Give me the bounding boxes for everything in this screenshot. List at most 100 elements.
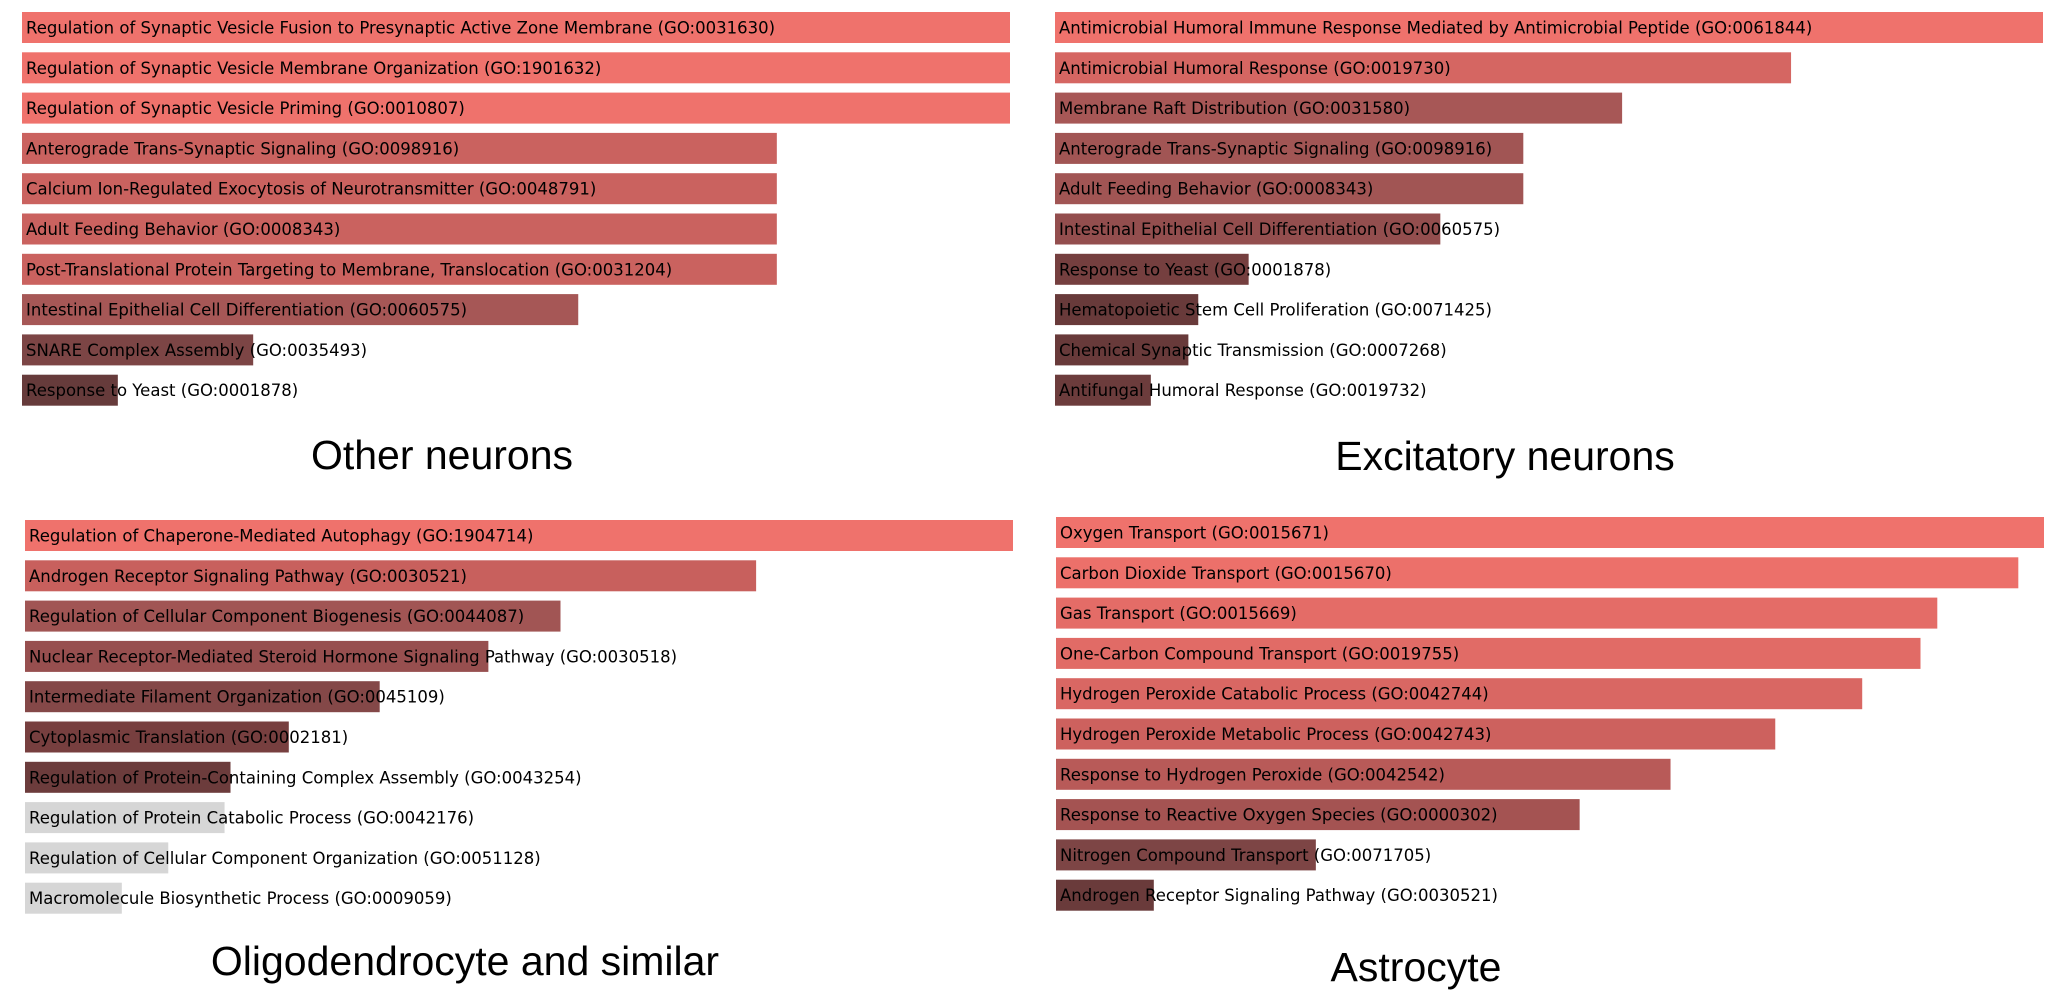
bar	[22, 294, 579, 326]
bar-row: Androgen Receptor Signaling Pathway (GO:…	[1056, 879, 1498, 911]
chart-panel-oligodendrocyte: Regulation of Chaperone-Mediated Autopha…	[25, 520, 1013, 990]
bar-label: Adult Feeding Behavior (GO:0008343)	[1059, 180, 1373, 199]
bar-row: Cytoplasmic Translation (GO:0002181)	[25, 721, 348, 753]
bar-label: Regulation of Protein-Containing Complex…	[29, 768, 582, 787]
bar	[1055, 334, 1189, 366]
bar-row: Hydrogen Peroxide Catabolic Process (GO:…	[1056, 678, 1863, 710]
bar	[1055, 213, 1441, 245]
bar	[1056, 879, 1154, 911]
bar-chart-other-neurons: Regulation of Synaptic Vesicle Fusion to…	[22, 12, 1010, 406]
bar-label: Regulation of Synaptic Vesicle Membrane …	[26, 59, 601, 78]
bar	[1056, 637, 1921, 669]
bar	[25, 600, 561, 632]
bar-label: Adult Feeding Behavior (GO:0008343)	[26, 220, 340, 239]
bar	[25, 882, 122, 914]
bar-label: Nitrogen Compound Transport (GO:0071705)	[1060, 846, 1431, 865]
bar-row: Intermediate Filament Organization (GO:0…	[25, 681, 445, 713]
bar-label: Response to Hydrogen Peroxide (GO:004254…	[1060, 765, 1445, 784]
bar-label: Intermediate Filament Organization (GO:0…	[29, 688, 445, 707]
bar-chart-oligodendrocyte: Regulation of Chaperone-Mediated Autopha…	[25, 520, 1013, 914]
bar-label: Nuclear Receptor-Mediated Steroid Hormon…	[29, 647, 677, 666]
bar	[1056, 799, 1580, 831]
bar	[25, 560, 757, 592]
bar-row: Hydrogen Peroxide Metabolic Process (GO:…	[1056, 718, 1776, 750]
bar-row: Post-Translational Protein Targeting to …	[22, 253, 777, 285]
bar-label: Regulation of Chaperone-Mediated Autopha…	[29, 527, 533, 546]
bar-row: Adult Feeding Behavior (GO:0008343)	[22, 213, 777, 245]
bar-row: Anterograde Trans-Synaptic Signaling (GO…	[1055, 132, 1524, 164]
bar-row: Regulation of Cellular Component Organiz…	[25, 842, 541, 874]
bar	[22, 253, 777, 285]
bar	[25, 802, 225, 834]
bar-row: Response to Yeast (GO:0001878)	[1055, 253, 1331, 285]
bar-label: Hydrogen Peroxide Catabolic Process (GO:…	[1060, 685, 1489, 704]
bar	[22, 132, 777, 164]
bar	[25, 842, 169, 874]
bar-row: Chemical Synaptic Transmission (GO:00072…	[1055, 334, 1447, 366]
bar-label: Response to Yeast (GO:0001878)	[26, 381, 298, 400]
bar-row: Regulation of Chaperone-Mediated Autopha…	[25, 520, 1013, 551]
bar-label: Chemical Synaptic Transmission (GO:00072…	[1059, 341, 1447, 360]
bar-row: Regulation of Protein Catabolic Process …	[25, 802, 474, 834]
bar-row: Macromolecule Biosynthetic Process (GO:0…	[25, 882, 452, 914]
bar-row: Regulation of Synaptic Vesicle Fusion to…	[22, 12, 1010, 43]
bar-label: Response to Yeast (GO:0001878)	[1059, 260, 1331, 279]
bar-label: Androgen Receptor Signaling Pathway (GO:…	[29, 567, 467, 586]
bar-label: Regulation of Synaptic Vesicle Fusion to…	[26, 19, 775, 38]
bar	[1056, 517, 2044, 548]
bar-row: Antifungal Humoral Response (GO:0019732)	[1055, 374, 1427, 406]
bar	[22, 334, 254, 366]
bar	[22, 213, 777, 245]
bar	[1055, 52, 1792, 84]
bar-row: Regulation of Synaptic Vesicle Priming (…	[22, 92, 1010, 124]
bar	[22, 173, 777, 205]
bar	[1056, 678, 1863, 710]
bar-row: Antimicrobial Humoral Immune Response Me…	[1055, 12, 2043, 43]
bar-label: Antimicrobial Humoral Immune Response Me…	[1059, 19, 1812, 38]
bar-label: Antifungal Humoral Response (GO:0019732)	[1059, 381, 1427, 400]
bar-row: One-Carbon Compound Transport (GO:001975…	[1056, 637, 1921, 669]
bar-row: SNARE Complex Assembly (GO:0035493)	[22, 334, 367, 366]
bar-label: Intestinal Epithelial Cell Differentiati…	[1059, 220, 1500, 239]
bar-row: Anterograde Trans-Synaptic Signaling (GO…	[22, 132, 777, 164]
chart-title-astrocyte: Astrocyte	[1330, 944, 1502, 990]
bar	[25, 761, 231, 793]
bar-row: Calcium Ion-Regulated Exocytosis of Neur…	[22, 173, 777, 205]
bar-label: Anterograde Trans-Synaptic Signaling (GO…	[26, 139, 459, 158]
bar	[25, 721, 289, 753]
bar-label: Hematopoietic Stem Cell Proliferation (G…	[1059, 301, 1492, 320]
bar	[1055, 12, 2043, 43]
bar-row: Regulation of Synaptic Vesicle Membrane …	[22, 52, 1010, 84]
bar	[1055, 173, 1524, 205]
bar-row: Regulation of Protein-Containing Complex…	[25, 761, 582, 793]
bar	[1055, 253, 1249, 285]
bar	[25, 640, 489, 672]
bar-row: Adult Feeding Behavior (GO:0008343)	[1055, 173, 1524, 205]
bar-label: Oxygen Transport (GO:0015671)	[1060, 524, 1329, 543]
bar-label: Regulation of Synaptic Vesicle Priming (…	[26, 99, 465, 118]
bar-label: Hydrogen Peroxide Metabolic Process (GO:…	[1060, 725, 1492, 744]
bar-row: Membrane Raft Distribution (GO:0031580)	[1055, 92, 1623, 124]
chart-panel-excitatory-neurons: Antimicrobial Humoral Immune Response Me…	[1055, 12, 2043, 479]
bar	[1056, 557, 2019, 589]
bar-label: Calcium Ion-Regulated Exocytosis of Neur…	[26, 180, 596, 199]
chart-title-oligodendrocyte: Oligodendrocyte and similar	[210, 938, 720, 984]
bar-label: Regulation of Cellular Component Organiz…	[29, 849, 541, 868]
bar-row: Androgen Receptor Signaling Pathway (GO:…	[25, 560, 757, 592]
bar-label: Intestinal Epithelial Cell Differentiati…	[26, 301, 467, 320]
bar-chart-astrocyte: Oxygen Transport (GO:0015671) Carbon Diox…	[1056, 517, 2044, 911]
bar	[25, 520, 1013, 551]
bar-label: Response to Reactive Oxygen Species (GO:…	[1060, 806, 1498, 825]
bar-row: Response to Reactive Oxygen Species (GO:…	[1056, 799, 1580, 831]
bar-row: Oxygen Transport (GO:0015671)	[1056, 517, 2044, 548]
bar-row: Intestinal Epithelial Cell Differentiati…	[1055, 213, 1500, 245]
bar-label: Androgen Receptor Signaling Pathway (GO:…	[1060, 886, 1498, 905]
bar-row: Nitrogen Compound Transport (GO:0071705)	[1056, 839, 1431, 871]
bar	[25, 681, 380, 713]
chart-panel-other-neurons: Regulation of Synaptic Vesicle Fusion to…	[22, 12, 1010, 478]
bar	[22, 92, 1010, 124]
chart-title-excitatory-neurons: Excitatory neurons	[1335, 433, 1675, 479]
bar	[22, 52, 1010, 84]
bar-label: Regulation of Protein Catabolic Process …	[29, 809, 474, 828]
bar-row: Gas Transport (GO:0015669)	[1056, 597, 1938, 629]
